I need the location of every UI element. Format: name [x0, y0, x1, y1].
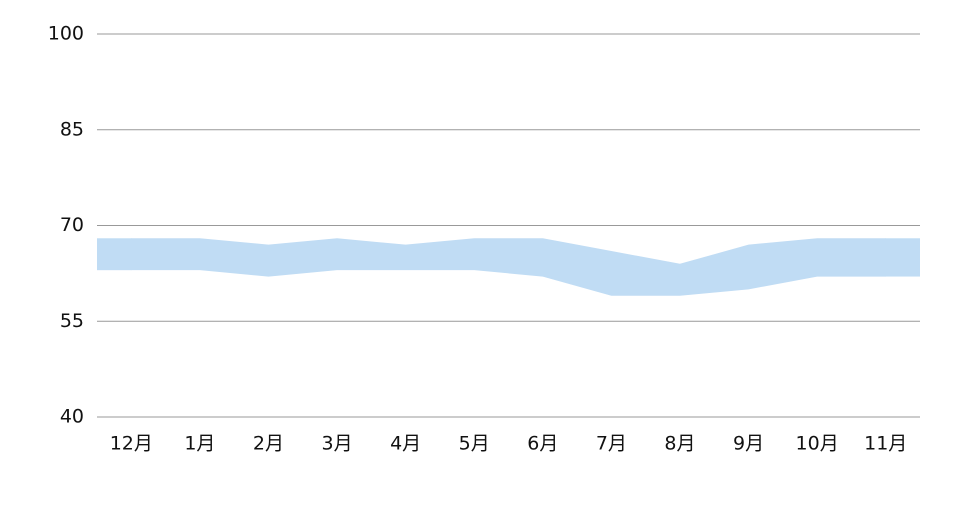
y-tick-label: 55 [60, 310, 84, 332]
y-tick-label: 100 [48, 23, 84, 45]
x-tick-label: 1月 [184, 433, 215, 455]
x-tick-label: 3月 [321, 433, 352, 455]
y-tick-label: 70 [60, 214, 84, 236]
x-tick-label: 8月 [664, 433, 695, 455]
x-tick-label: 7月 [596, 433, 627, 455]
x-tick-label: 5月 [459, 433, 490, 455]
range-pad [97, 238, 132, 271]
range-pad [885, 238, 920, 277]
x-tick-label: 10月 [796, 433, 839, 455]
x-tick-label: 2月 [253, 433, 284, 455]
x-tick-label: 11月 [864, 433, 907, 455]
x-tick-label: 4月 [390, 433, 421, 455]
y-tick-label: 85 [60, 118, 84, 140]
range-area [131, 238, 886, 296]
x-tick-label: 12月 [110, 433, 153, 455]
y-tick-label: 40 [60, 406, 84, 428]
x-tick-label: 9月 [733, 433, 764, 455]
x-tick-label: 6月 [527, 433, 558, 455]
